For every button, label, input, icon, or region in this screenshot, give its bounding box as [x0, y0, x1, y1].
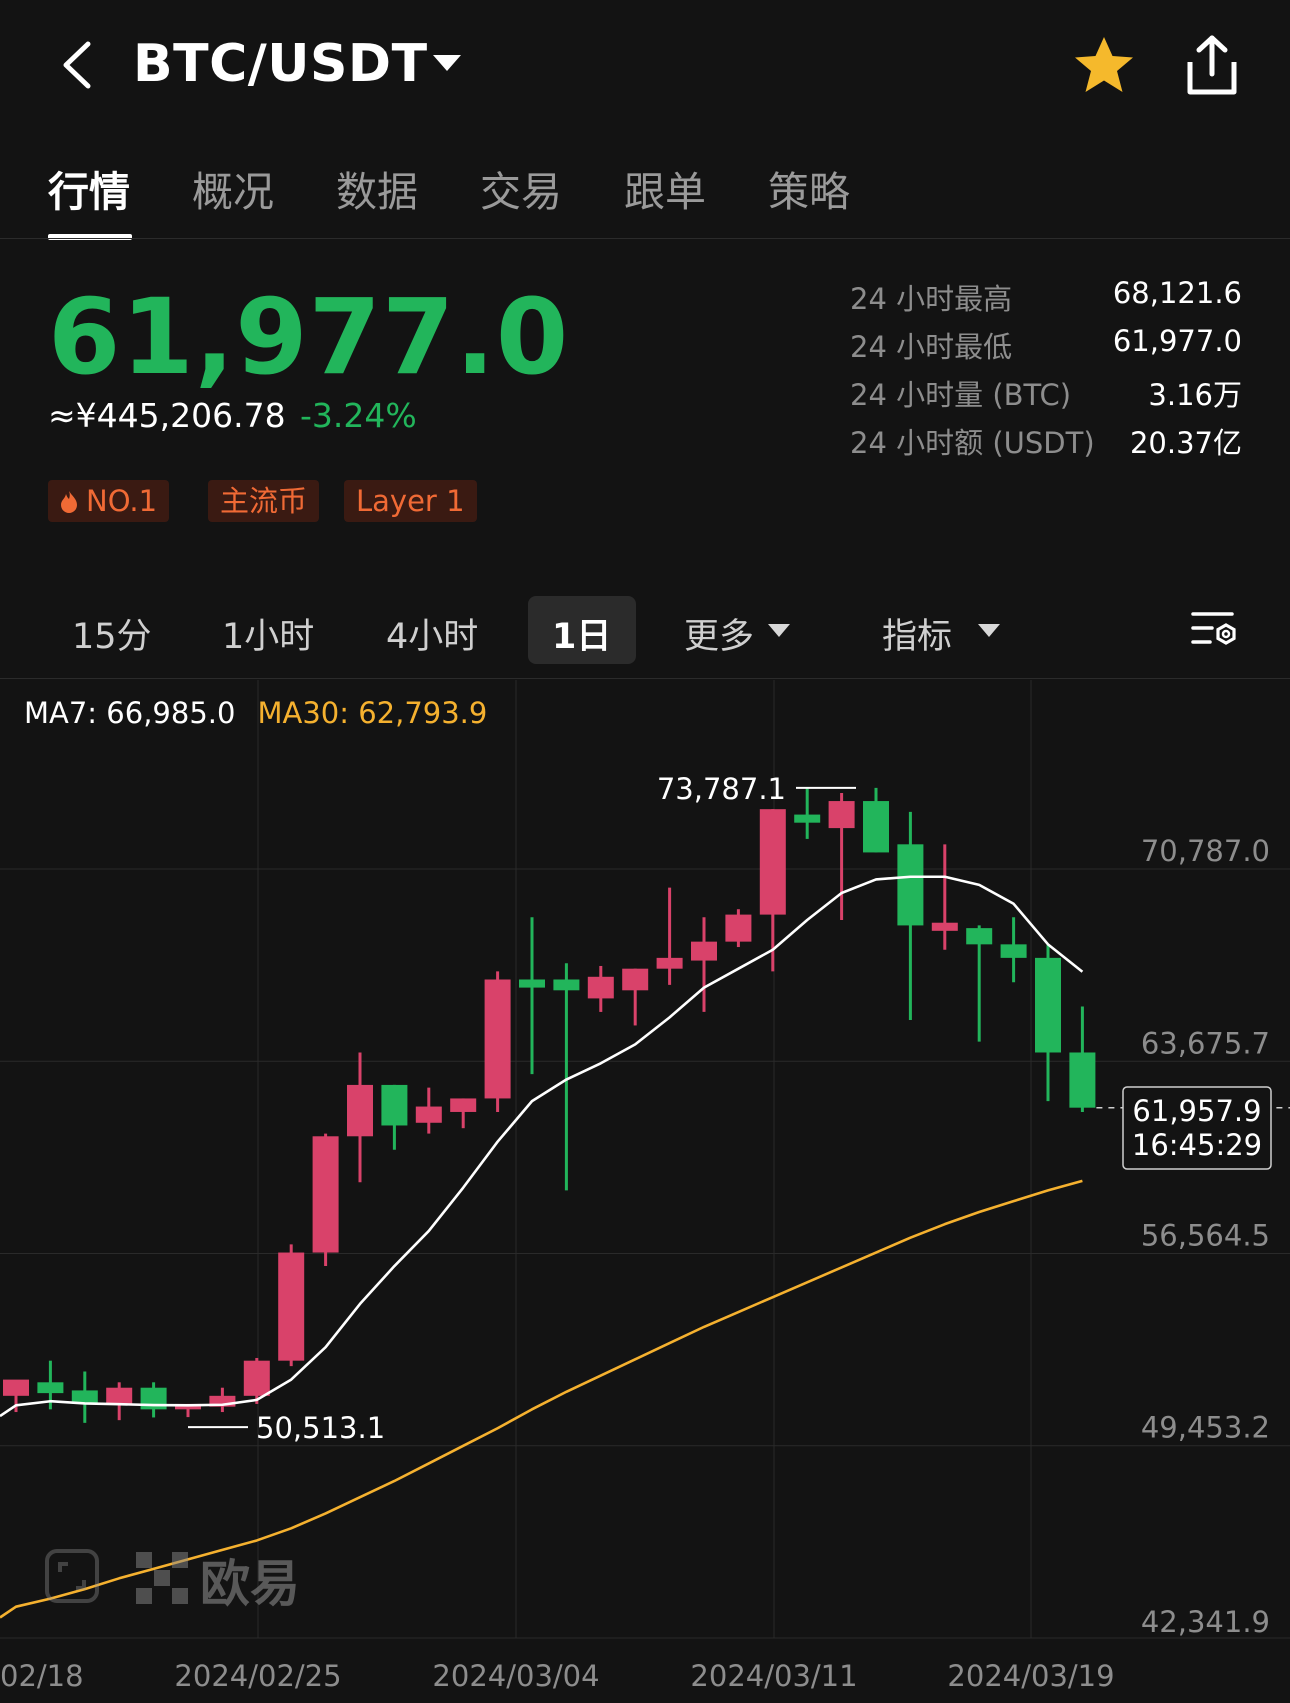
share-icon[interactable]: [1182, 34, 1242, 98]
flame-icon: [61, 491, 77, 513]
fullscreen-icon[interactable]: [44, 1548, 100, 1604]
watermark-text: 欧易: [200, 1555, 300, 1613]
candle-body: [37, 1382, 64, 1394]
candle-body: [381, 1084, 408, 1126]
candle-body: [553, 979, 580, 991]
active-tab-indicator: [48, 234, 132, 240]
candle-body: [243, 1360, 270, 1396]
candle-body: [931, 922, 958, 931]
candle-body: [691, 941, 717, 961]
stat-value-turnover: 20.37亿: [1129, 426, 1242, 460]
low-price-label: 50,513.1: [256, 1411, 385, 1445]
candle-body: [278, 1252, 305, 1361]
tab-overview[interactable]: 概况: [192, 168, 274, 216]
interval-active-bg: [528, 596, 636, 664]
x-tick-label: 2024/02/25: [174, 1659, 341, 1693]
candle-body: [209, 1395, 236, 1407]
tag-mainstream[interactable]: 主流币: [208, 480, 320, 522]
tab-copy-trading[interactable]: 跟单: [624, 168, 706, 216]
candle-body: [484, 979, 511, 1099]
high-price-label: 73,787.1: [657, 772, 786, 806]
ma-legend: MA7: 66,985.0 MA30: 62,793.9: [24, 696, 487, 730]
interval-1d[interactable]: 1日: [552, 617, 612, 657]
candle-body: [519, 979, 545, 988]
ma7-value: MA7: 66,985.0: [24, 696, 236, 730]
candle-body: [3, 1379, 29, 1396]
chevron-down-icon[interactable]: [978, 624, 1000, 637]
last-price: 61,977.0: [48, 276, 570, 398]
tag-rank-label: NO.1: [86, 484, 158, 518]
x-tick-label: 2024/03/19: [947, 1659, 1114, 1693]
candle-body: [656, 957, 683, 969]
indicator-menu[interactable]: 指标: [882, 617, 953, 657]
candle-body: [71, 1390, 98, 1404]
y-tick-label: 56,564.5: [1141, 1218, 1270, 1252]
candle-body: [725, 914, 752, 942]
tab-strategy[interactable]: 策略: [768, 168, 850, 216]
candle-body: [312, 1136, 339, 1253]
x-tick-label: 2024/03/11: [690, 1659, 857, 1693]
pair-title[interactable]: BTC/USDT: [133, 34, 428, 94]
candle-body: [347, 1084, 373, 1137]
candle-body: [106, 1387, 133, 1404]
okx-logo-icon: [136, 1552, 188, 1604]
interval-15m[interactable]: 15分: [72, 617, 152, 657]
countdown-timer: 16:45:29: [1132, 1128, 1262, 1162]
current-price-box: [1122, 1086, 1272, 1170]
tab-trade[interactable]: 交易: [480, 168, 562, 216]
candle-body: [863, 801, 889, 853]
interval-more[interactable]: 更多: [684, 617, 755, 657]
chevron-down-icon[interactable]: [768, 624, 790, 637]
stat-label-low: 24 小时最低: [850, 330, 1013, 364]
ma7-line: [0, 875, 1084, 1418]
divider: [0, 678, 1290, 679]
candle-body: [1035, 957, 1061, 1053]
candle-body: [966, 928, 993, 945]
y-tick-label: 70,787.0: [1141, 834, 1270, 868]
stat-label-turnover: 24 小时额 (USDT): [850, 426, 1095, 460]
candle-body: [1069, 1052, 1096, 1108]
tab-market[interactable]: 行情: [48, 168, 130, 216]
back-arrow-icon[interactable]: [58, 40, 98, 90]
chart-settings-icon[interactable]: [1190, 608, 1240, 652]
candle-body: [1000, 944, 1027, 958]
stat-value-volume: 3.16万: [1148, 378, 1242, 412]
candle-body: [759, 809, 786, 915]
candle-body: [450, 1098, 477, 1112]
price-change: -3.24%: [300, 396, 417, 435]
x-tick-label: 2024/03/04: [432, 1659, 599, 1693]
current-price-value: 61,957.9: [1132, 1094, 1261, 1128]
ma30-line: [0, 1179, 1083, 1619]
stat-value-low: 61,977.0: [1112, 324, 1242, 358]
candle-body: [622, 968, 649, 991]
tab-data[interactable]: 数据: [336, 168, 418, 216]
interval-4h[interactable]: 4小时: [386, 617, 479, 657]
star-icon[interactable]: [1072, 34, 1136, 98]
tag-rank[interactable]: NO.1: [48, 480, 170, 522]
ma30-value: MA30: 62,793.9: [257, 696, 488, 730]
y-tick-label: 63,675.7: [1141, 1026, 1270, 1060]
candle-body: [587, 976, 614, 999]
candle-body: [415, 1106, 442, 1123]
divider: [0, 238, 1290, 239]
y-tick-label: 42,341.9: [1141, 1605, 1270, 1639]
candle-body: [828, 801, 855, 829]
y-tick-label: 49,453.2: [1141, 1411, 1270, 1445]
interval-1h[interactable]: 1小时: [222, 617, 315, 657]
candle-body: [175, 1403, 201, 1410]
tag-layer1[interactable]: Layer 1: [344, 480, 477, 522]
candle-body: [794, 814, 821, 823]
cny-price: ≈¥445,206.78: [48, 396, 286, 435]
stat-label-volume: 24 小时量 (BTC): [850, 378, 1072, 412]
x-tick-label: 02/18: [0, 1659, 84, 1693]
chevron-down-icon[interactable]: [433, 55, 461, 71]
candle-body: [897, 844, 924, 926]
stat-label-high: 24 小时最高: [850, 282, 1013, 316]
stat-value-high: 68,121.6: [1112, 276, 1242, 310]
